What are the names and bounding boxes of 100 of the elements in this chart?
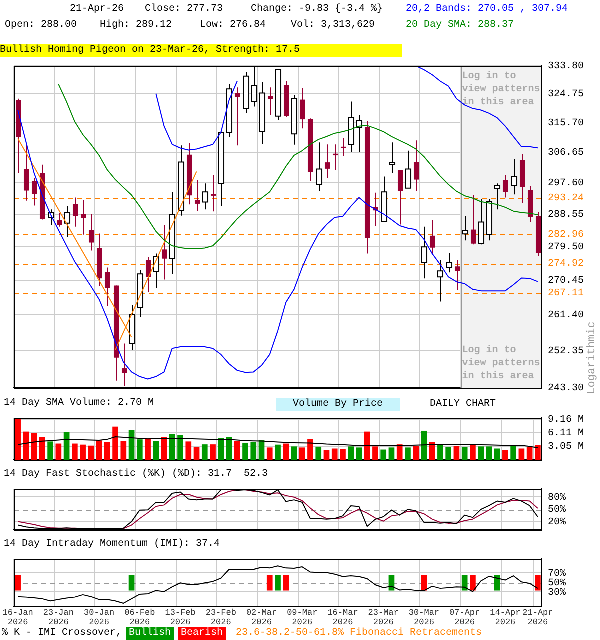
y-tick-label: 270.45	[548, 276, 584, 287]
ref-line-label: 267.11	[548, 288, 584, 300]
bar	[526, 447, 533, 460]
band-label: Log in to view patterns in this area	[462, 70, 540, 109]
chart-title: 14 Day SMA Volume: 2.70 M	[4, 398, 154, 410]
bar	[88, 446, 94, 460]
bar	[413, 446, 420, 460]
bar	[308, 439, 314, 460]
x-tick-label: 09-Mar 2026	[287, 608, 318, 628]
bar	[218, 438, 224, 460]
y-tick-label: 80%	[548, 492, 566, 504]
bar	[96, 440, 102, 460]
x-tick-label: 14-Apr 2026	[490, 608, 521, 628]
bar	[486, 446, 492, 460]
bar	[128, 430, 135, 460]
ref-line-label: 274.92	[548, 259, 584, 270]
bar	[340, 449, 346, 460]
x-tick-label: 30-Mar 2026	[408, 608, 440, 628]
candlestick	[80, 200, 86, 236]
y-tick-label: 9.16 M	[548, 414, 584, 426]
candlestick	[398, 170, 404, 226]
candlestick	[502, 174, 508, 198]
y-tick-label: 3.05 M	[548, 442, 584, 454]
bar	[112, 426, 118, 460]
y-tick-label: 324.75	[548, 90, 584, 101]
x-tick-label: 30-Jan 2026	[84, 608, 115, 628]
x-tick-label: 13-Feb 2026	[165, 608, 196, 628]
candlestick	[430, 220, 436, 256]
text: Open: 288.00	[5, 19, 78, 32]
text: Close: 277.73	[145, 3, 224, 16]
bar	[291, 446, 298, 460]
bar	[348, 446, 354, 460]
y-tick-label: 333.80	[548, 62, 584, 73]
y-tick-label: 306.65	[548, 148, 584, 160]
chart-title: 14 Day Fast Stochastic (%K) (%D): 31.7 52.3	[4, 469, 268, 481]
y-tick-label: 261.40	[548, 310, 584, 322]
bar	[535, 445, 541, 460]
ref-line-label: 293.24	[548, 194, 584, 205]
bar	[396, 444, 403, 460]
candlestick	[194, 180, 200, 212]
bar	[372, 446, 378, 460]
text: High: 289.12	[100, 19, 172, 32]
y-tick-label: 288.55	[548, 210, 584, 221]
candlestick	[268, 87, 274, 116]
text: Vol: 3,313,629	[291, 19, 376, 32]
y-tick-label: 6.11 M	[548, 428, 584, 440]
y-tick-label: 315.70	[548, 118, 584, 130]
bar	[56, 444, 62, 460]
y-tick-label: 243.30	[548, 384, 584, 395]
text: Volume By Price	[276, 398, 400, 411]
candlestick	[414, 140, 420, 192]
bar	[194, 447, 200, 460]
bar	[405, 448, 411, 460]
bar	[324, 450, 330, 460]
bar	[266, 448, 273, 460]
x-tick-label: 02-Mar 2026	[246, 608, 278, 628]
candlestick	[146, 256, 152, 293]
candlestick	[88, 214, 94, 252]
candlestick	[122, 343, 128, 387]
bar	[454, 446, 460, 460]
x-tick-label: 21-Apr 2026	[522, 608, 554, 628]
bar	[356, 448, 362, 460]
bar	[104, 442, 110, 460]
bar	[299, 448, 306, 460]
bar	[210, 444, 216, 460]
candlestick	[56, 212, 62, 228]
ref-line-label: 282.96	[548, 230, 584, 241]
candlestick	[470, 194, 476, 246]
text: Low: 276.84	[200, 19, 266, 32]
text: Bullish Homing Pigeon on 23-Mar-26, Strength: 17.5	[0, 44, 402, 57]
candlestick	[210, 174, 216, 212]
candlestick	[24, 144, 30, 202]
chart-title: 14 Day Intraday Momentum (IMI): 37.4	[4, 539, 220, 551]
text: Log in to view patterns in this area	[462, 346, 540, 383]
bar	[40, 437, 46, 460]
bar	[136, 440, 143, 460]
y-tick-label: 279.50	[548, 242, 584, 254]
y-tick-label: 50%	[548, 578, 566, 590]
x-tick-label: 06-Feb 2026	[124, 608, 156, 628]
bar	[429, 442, 436, 460]
y-tick-label: 50%	[548, 505, 566, 516]
x-tick-label: 23-Feb 2026	[206, 608, 236, 628]
candlestick	[162, 224, 168, 280]
bar	[388, 448, 395, 460]
candlestick	[32, 178, 38, 206]
candlestick	[234, 87, 240, 146]
bar	[364, 432, 370, 460]
x-tick-label: 16-Jan 2026	[2, 608, 34, 628]
bar	[510, 446, 516, 460]
bar	[72, 444, 78, 460]
bar	[64, 432, 70, 460]
bar	[518, 448, 525, 460]
candlestick	[72, 197, 78, 228]
bar	[145, 438, 151, 460]
x-tick-label: 23-Jan 2026	[43, 608, 74, 628]
text: Bullish	[126, 627, 174, 640]
bar	[258, 440, 265, 460]
bar	[470, 444, 476, 460]
y-tick-label: 252.35	[548, 346, 584, 358]
bar	[275, 444, 281, 460]
